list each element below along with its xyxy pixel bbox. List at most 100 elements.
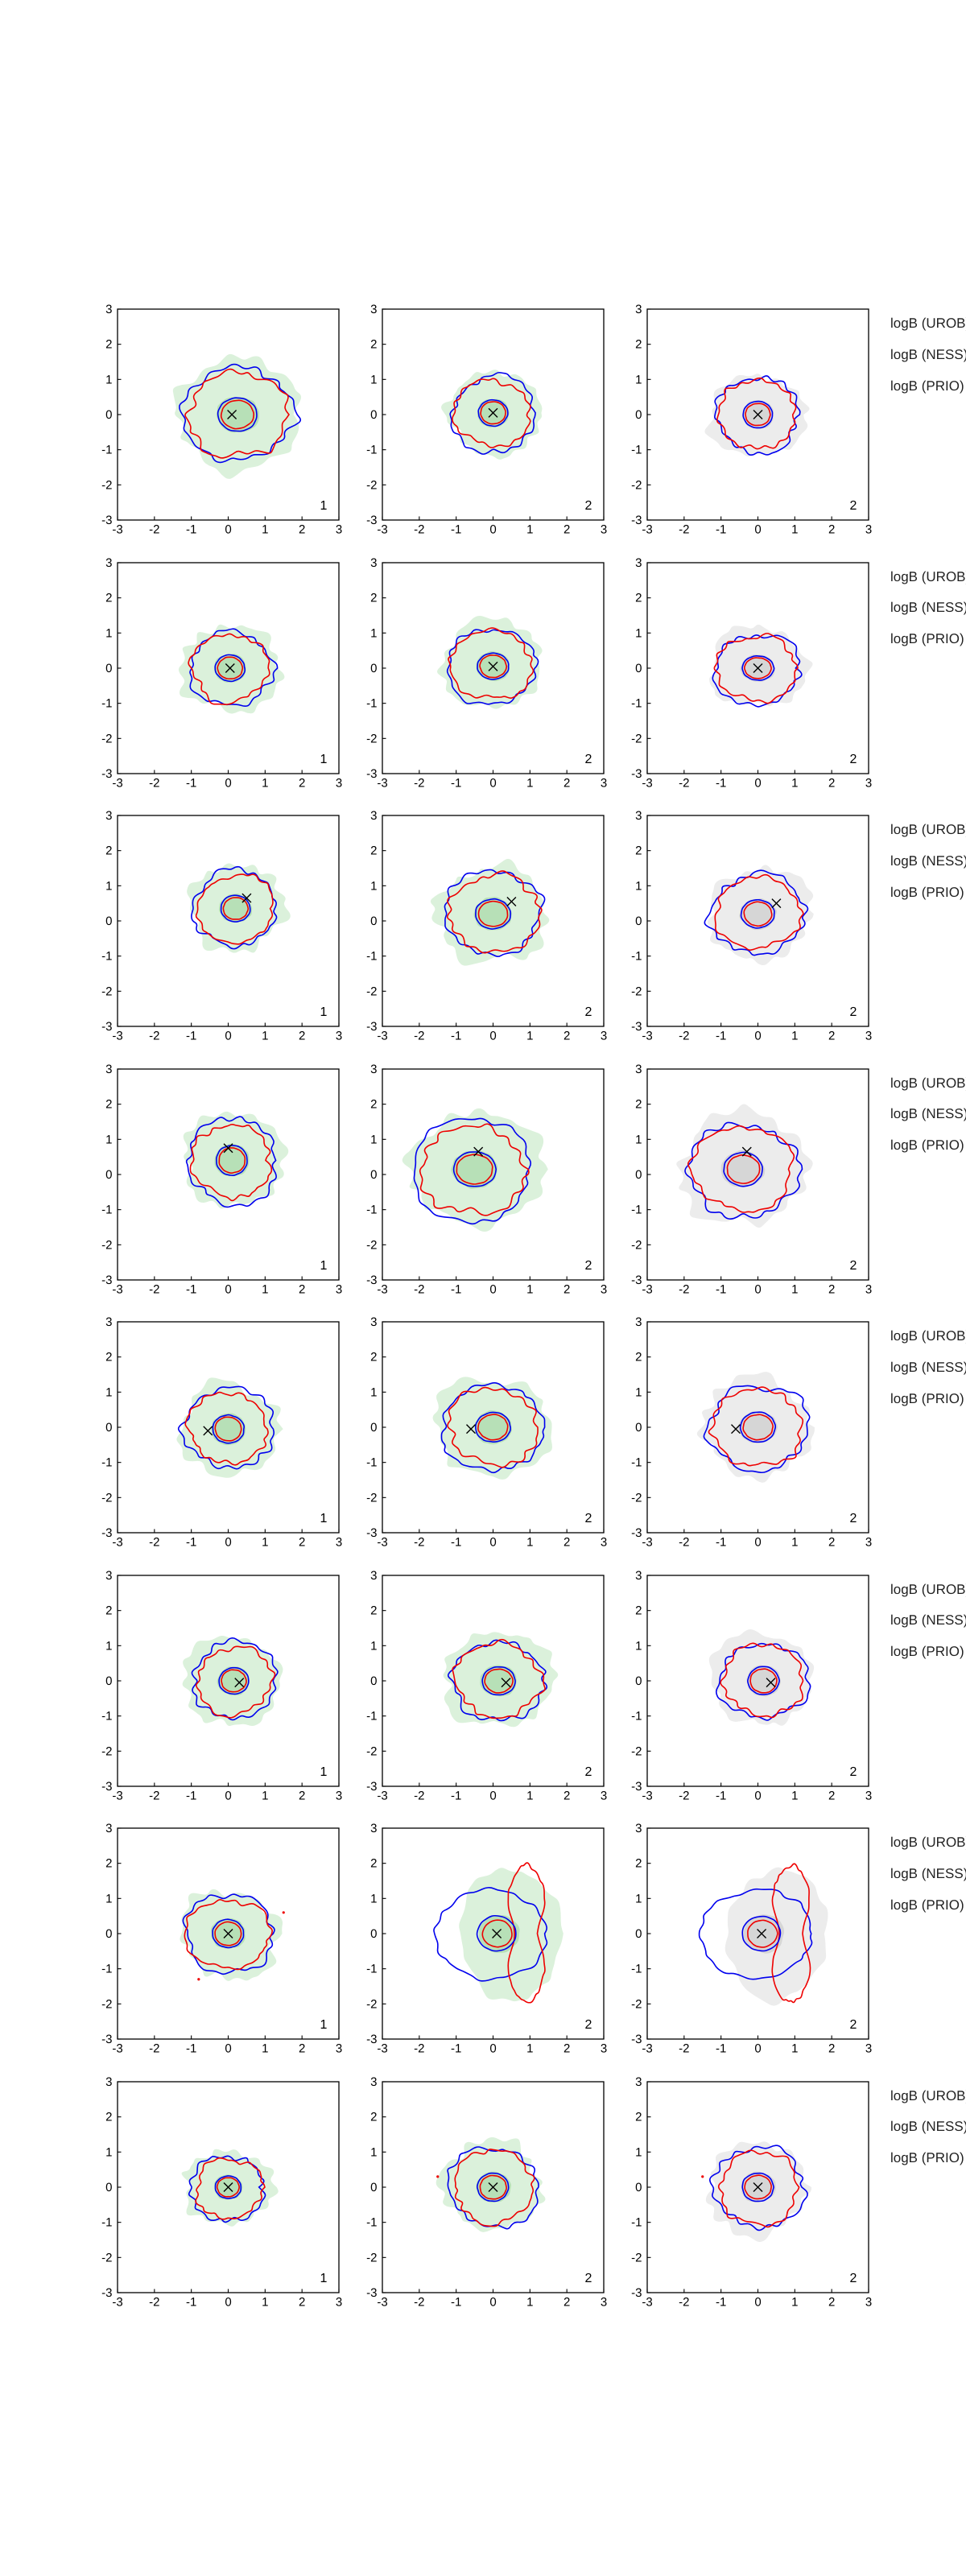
svg-text:-2: -2: [679, 1282, 689, 1296]
svg-text:3: 3: [635, 809, 642, 823]
svg-text:-2: -2: [366, 1238, 377, 1252]
svg-text:-1: -1: [451, 2295, 461, 2309]
svg-text:2: 2: [299, 1282, 305, 1296]
svg-text:2: 2: [299, 523, 305, 537]
svg-text:0: 0: [489, 1282, 496, 1296]
svg-text:0: 0: [225, 1282, 231, 1296]
svg-text:-2: -2: [366, 478, 377, 492]
svg-text:-1: -1: [451, 1282, 461, 1296]
svg-text:3: 3: [105, 1569, 112, 1583]
svg-text:-2: -2: [101, 478, 112, 492]
svg-text:1: 1: [526, 2042, 533, 2056]
svg-text:3: 3: [105, 809, 112, 823]
svg-text:-1: -1: [186, 1030, 196, 1043]
svg-text:-3: -3: [631, 1274, 642, 1287]
svg-text:0: 0: [105, 1927, 112, 1941]
svg-text:1: 1: [791, 1030, 798, 1043]
svg-text:1: 1: [635, 1892, 642, 1905]
svg-text:2: 2: [370, 2110, 377, 2124]
svg-text:1: 1: [320, 1765, 328, 1779]
svg-text:2: 2: [299, 1789, 305, 1802]
svg-text:-1: -1: [186, 2295, 196, 2309]
svg-text:-3: -3: [101, 1020, 112, 1034]
svg-text:2: 2: [635, 1351, 642, 1364]
svg-text:-1: -1: [186, 1282, 196, 1296]
svg-text:0: 0: [489, 523, 496, 537]
svg-text:0: 0: [370, 1168, 377, 1182]
svg-text:-3: -3: [112, 2295, 122, 2309]
svg-text:1: 1: [105, 1133, 112, 1146]
svg-text:-2: -2: [101, 1491, 112, 1505]
svg-text:3: 3: [601, 1536, 607, 1550]
svg-text:3: 3: [370, 1063, 377, 1076]
svg-text:2: 2: [828, 1030, 835, 1043]
svg-text:-1: -1: [366, 444, 377, 457]
svg-text:-3: -3: [366, 767, 377, 781]
svg-text:1: 1: [526, 2295, 533, 2309]
svg-text:-3: -3: [631, 2286, 642, 2300]
svg-text:-3: -3: [112, 776, 122, 790]
svg-text:-2: -2: [366, 1997, 377, 2011]
svg-text:-2: -2: [366, 1744, 377, 1758]
svg-text:-1: -1: [451, 776, 461, 790]
svg-text:-3: -3: [101, 514, 112, 527]
svg-text:0: 0: [225, 1030, 231, 1043]
svg-text:-3: -3: [631, 767, 642, 781]
svg-text:2: 2: [828, 1282, 835, 1296]
svg-text:2: 2: [585, 2272, 592, 2285]
svg-text:0: 0: [225, 776, 231, 790]
svg-text:-3: -3: [112, 523, 122, 537]
svg-text:-1: -1: [631, 444, 642, 457]
svg-text:2: 2: [850, 1259, 857, 1273]
svg-text:3: 3: [601, 776, 607, 790]
svg-text:-3: -3: [642, 2295, 652, 2309]
svg-text:2: 2: [635, 2110, 642, 2124]
svg-text:-2: -2: [366, 985, 377, 998]
svg-text:0: 0: [489, 1536, 496, 1550]
svg-text:-1: -1: [366, 1709, 377, 1723]
svg-text:1: 1: [320, 499, 328, 513]
svg-text:-2: -2: [149, 1282, 159, 1296]
svg-text:3: 3: [336, 776, 342, 790]
svg-text:-3: -3: [101, 1780, 112, 1794]
svg-text:-1: -1: [101, 1203, 112, 1216]
svg-text:-1: -1: [451, 1536, 461, 1550]
svg-text:0: 0: [370, 2181, 377, 2194]
svg-text:1: 1: [262, 2295, 268, 2309]
svg-text:0: 0: [635, 662, 642, 675]
svg-text:2: 2: [564, 523, 570, 537]
svg-text:3: 3: [370, 556, 377, 570]
svg-text:1: 1: [105, 626, 112, 640]
svg-text:0: 0: [225, 523, 231, 537]
svg-text:3: 3: [865, 1789, 872, 1802]
svg-text:1: 1: [526, 523, 533, 537]
svg-text:-3: -3: [631, 2033, 642, 2046]
svg-text:0: 0: [635, 1674, 642, 1688]
svg-text:0: 0: [370, 662, 377, 675]
svg-text:2: 2: [850, 2272, 857, 2285]
svg-text:0: 0: [225, 1536, 231, 1550]
svg-text:0: 0: [635, 1168, 642, 1182]
svg-text:1: 1: [370, 1385, 377, 1399]
svg-text:1: 1: [635, 2145, 642, 2159]
svg-text:-1: -1: [101, 696, 112, 710]
svg-text:2: 2: [105, 2110, 112, 2124]
svg-text:3: 3: [336, 2295, 342, 2309]
svg-text:-2: -2: [101, 985, 112, 998]
svg-text:2: 2: [105, 1604, 112, 1617]
svg-text:2: 2: [850, 753, 857, 766]
svg-text:3: 3: [635, 303, 642, 316]
svg-text:2: 2: [564, 2042, 570, 2056]
svg-text:2: 2: [828, 2295, 835, 2309]
svg-text:0: 0: [754, 776, 761, 790]
svg-text:-1: -1: [716, 1789, 726, 1802]
svg-text:2: 2: [635, 844, 642, 858]
svg-text:-2: -2: [414, 523, 424, 537]
svg-text:2: 2: [299, 1030, 305, 1043]
svg-text:-2: -2: [414, 2295, 424, 2309]
svg-text:0: 0: [105, 1674, 112, 1688]
svg-text:2: 2: [585, 1512, 592, 1525]
svg-text:2: 2: [564, 1282, 570, 1296]
svg-text:3: 3: [865, 1536, 872, 1550]
svg-text:2: 2: [850, 2018, 857, 2032]
